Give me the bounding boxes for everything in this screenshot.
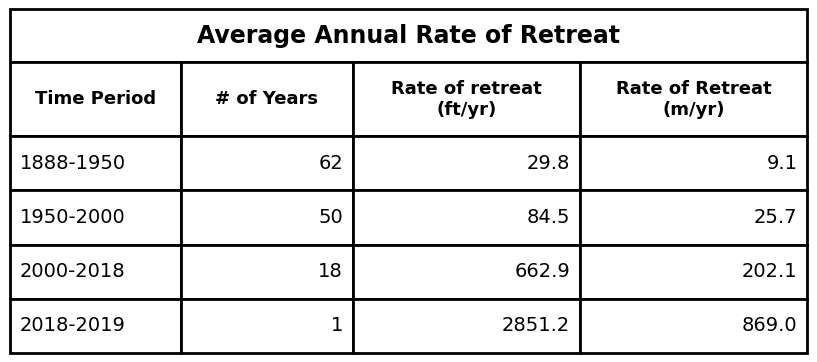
- Bar: [580, 299, 807, 353]
- Bar: [181, 245, 353, 299]
- Text: 1950-2000: 1950-2000: [20, 208, 125, 227]
- Bar: [10, 190, 181, 245]
- Text: 9.1: 9.1: [766, 154, 797, 173]
- Bar: [580, 62, 807, 136]
- Bar: [10, 245, 181, 299]
- Text: 662.9: 662.9: [515, 262, 570, 281]
- Bar: [580, 245, 807, 299]
- Text: Rate of retreat
(ft/yr): Rate of retreat (ft/yr): [391, 80, 542, 119]
- Bar: [353, 190, 580, 245]
- Text: 869.0: 869.0: [742, 316, 797, 335]
- Text: 84.5: 84.5: [527, 208, 570, 227]
- Text: 62: 62: [318, 154, 343, 173]
- Bar: [10, 62, 181, 136]
- Text: Rate of Retreat
(m/yr): Rate of Retreat (m/yr): [616, 80, 771, 119]
- Text: 18: 18: [318, 262, 343, 281]
- Bar: [353, 62, 580, 136]
- Text: # of Years: # of Years: [216, 90, 319, 108]
- Text: Time Period: Time Period: [35, 90, 156, 108]
- Text: 2000-2018: 2000-2018: [20, 262, 125, 281]
- Bar: [353, 136, 580, 190]
- Bar: [580, 136, 807, 190]
- Text: Average Annual Rate of Retreat: Average Annual Rate of Retreat: [197, 24, 620, 48]
- Bar: [181, 136, 353, 190]
- Text: 202.1: 202.1: [742, 262, 797, 281]
- Bar: [10, 9, 807, 62]
- Bar: [353, 299, 580, 353]
- Text: 1888-1950: 1888-1950: [20, 154, 126, 173]
- Bar: [10, 299, 181, 353]
- Bar: [580, 190, 807, 245]
- Text: 2018-2019: 2018-2019: [20, 316, 126, 335]
- Text: 25.7: 25.7: [754, 208, 797, 227]
- Text: 2851.2: 2851.2: [502, 316, 570, 335]
- Bar: [353, 245, 580, 299]
- Text: 1: 1: [331, 316, 343, 335]
- Bar: [181, 62, 353, 136]
- Bar: [10, 136, 181, 190]
- Bar: [181, 299, 353, 353]
- Bar: [181, 190, 353, 245]
- Text: 50: 50: [318, 208, 343, 227]
- Text: 29.8: 29.8: [527, 154, 570, 173]
